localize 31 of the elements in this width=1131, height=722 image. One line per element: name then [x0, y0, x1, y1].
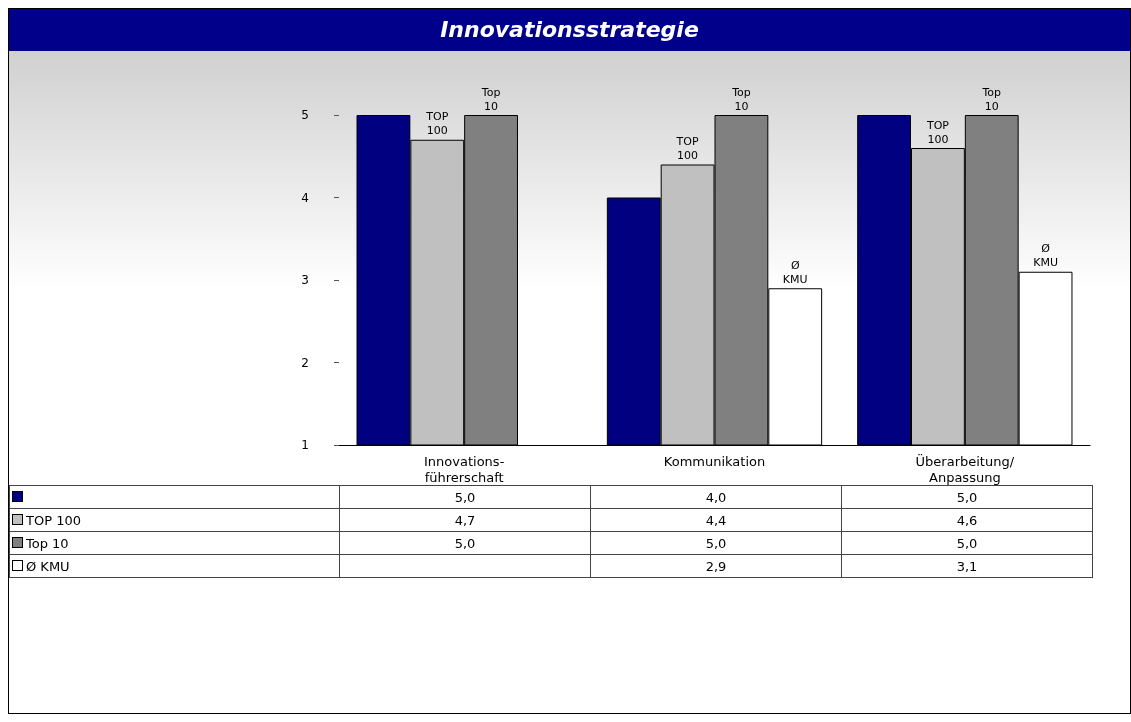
data-label: 5,0	[590, 531, 842, 555]
text: TOP 100	[676, 135, 699, 162]
legend-label: Ø KMU	[9, 554, 340, 578]
data-label: 5,0	[339, 485, 591, 509]
data-label: 5,0	[339, 531, 591, 555]
y-tick-label: 5	[301, 108, 309, 122]
x-tick-label: Kommunikation	[663, 453, 766, 469]
text: TOP 100	[426, 110, 449, 138]
y-tick-label: 3	[301, 273, 309, 287]
data-label: 4,0	[590, 485, 842, 509]
data-label: 4,7	[339, 508, 591, 532]
data-label: 5,0	[841, 485, 1093, 509]
text: Top 10	[732, 85, 751, 113]
chart-title: Innovationsstrategie	[439, 16, 700, 44]
data-label: 3,1	[841, 554, 1093, 578]
text: Top 10	[481, 85, 501, 113]
x-tick-label: Überarbeitung/ Anpassung	[915, 452, 1015, 485]
legend-label: Top 10	[9, 531, 340, 555]
data-label: 5,0	[841, 531, 1093, 555]
y-tick-label: 2	[301, 355, 309, 370]
data-label: 4,6	[841, 508, 1093, 532]
x-tick-label: Innovations- führerschaft	[424, 453, 505, 485]
text: TOP 100	[926, 118, 949, 146]
y-tick-label: 4	[301, 190, 309, 205]
legend-label: TOP 100	[9, 508, 340, 532]
data-label: 2,9	[590, 554, 842, 578]
y-tick-label: 1	[301, 438, 309, 452]
text: Top 10	[982, 85, 1002, 113]
data-label: 4,4	[590, 508, 842, 532]
text: Ø KMU	[782, 258, 808, 286]
text: Ø KMU	[1033, 242, 1058, 270]
